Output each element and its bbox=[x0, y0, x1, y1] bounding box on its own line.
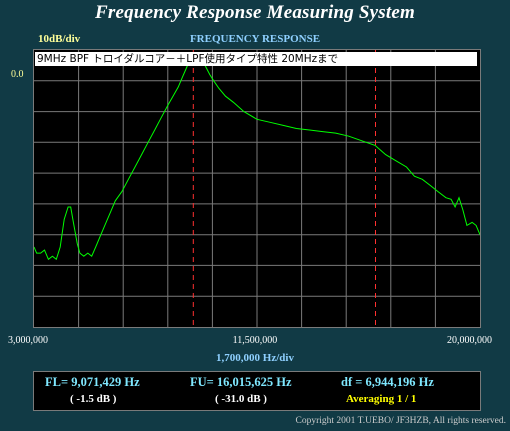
upper-frequency-level: ( -31.0 dB ) bbox=[215, 393, 267, 405]
x-tick-end: 20,000,000 bbox=[447, 335, 492, 346]
frequency-response-chart bbox=[34, 50, 480, 327]
app-title: Frequency Response Measuring System bbox=[95, 2, 415, 23]
x-tick-center: 11,500,000 bbox=[232, 335, 278, 346]
averaging-status: Averaging 1 / 1 bbox=[346, 393, 417, 405]
x-scale-label: 1,700,000 Hz/div bbox=[216, 352, 294, 364]
x-tick-start: 3,000,000 bbox=[8, 335, 48, 346]
marker-readout-panel: FL= 9,071,429 Hz FU= 16,015,625 Hz df = … bbox=[33, 371, 481, 411]
y-scale-label: 10dB/div bbox=[38, 33, 81, 45]
lower-frequency-level: ( -1.5 dB ) bbox=[70, 393, 117, 405]
lower-frequency-readout: FL= 9,071,429 Hz bbox=[45, 375, 140, 389]
graph-title: FREQUENCY RESPONSE bbox=[189, 33, 321, 45]
frequency-markers bbox=[192, 50, 376, 327]
reference-level-label: 0.0 bbox=[11, 69, 24, 80]
measurement-caption: 9MHz BPF トロイダルコア－＋LPF使用タイプ特性 20MHzまで bbox=[35, 52, 477, 66]
plot-area[interactable]: 9MHz BPF トロイダルコア－＋LPF使用タイプ特性 20MHzまで bbox=[33, 49, 481, 328]
upper-frequency-readout: FU= 16,015,625 Hz bbox=[190, 375, 292, 389]
copyright-notice: Copyright 2001 T.UEBO/ JF3HZB, All right… bbox=[295, 416, 507, 426]
grid-lines bbox=[34, 50, 480, 327]
bandwidth-readout: df = 6,944,196 Hz bbox=[341, 375, 434, 389]
